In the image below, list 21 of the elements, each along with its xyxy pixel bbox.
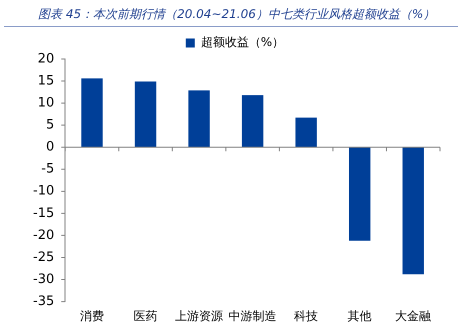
- x-tick-label: 其他: [348, 308, 372, 323]
- y-tick-label: 0: [46, 140, 54, 155]
- y-tick-label: -15: [33, 206, 54, 221]
- x-tick-label: 中游制造: [228, 308, 277, 323]
- y-tick-label: -35: [33, 294, 54, 309]
- y-tick-label: 20: [38, 51, 54, 66]
- chart-title: 图表 45：本次前期行情（20.04~21.06）中七类行业风格超额收益（%）: [4, 0, 458, 27]
- y-tick-label: 10: [38, 95, 54, 110]
- x-tick-label: 医药: [134, 308, 158, 323]
- legend-label: 超额收益（%）: [200, 35, 284, 50]
- y-tick-label: -30: [33, 272, 54, 287]
- y-tick-label: 15: [38, 73, 54, 88]
- y-tick-label: -20: [33, 228, 54, 243]
- x-tick-label: 大金融: [395, 308, 432, 323]
- x-tick-label: 上游资源: [175, 308, 224, 323]
- y-tick-label: 5: [46, 118, 54, 133]
- y-tick-label: -10: [33, 184, 54, 199]
- x-tick-label: 科技: [294, 308, 318, 323]
- y-tick-label: -25: [33, 250, 54, 265]
- y-tick-label: -5: [41, 162, 54, 177]
- x-tick-label: 消费: [80, 308, 104, 323]
